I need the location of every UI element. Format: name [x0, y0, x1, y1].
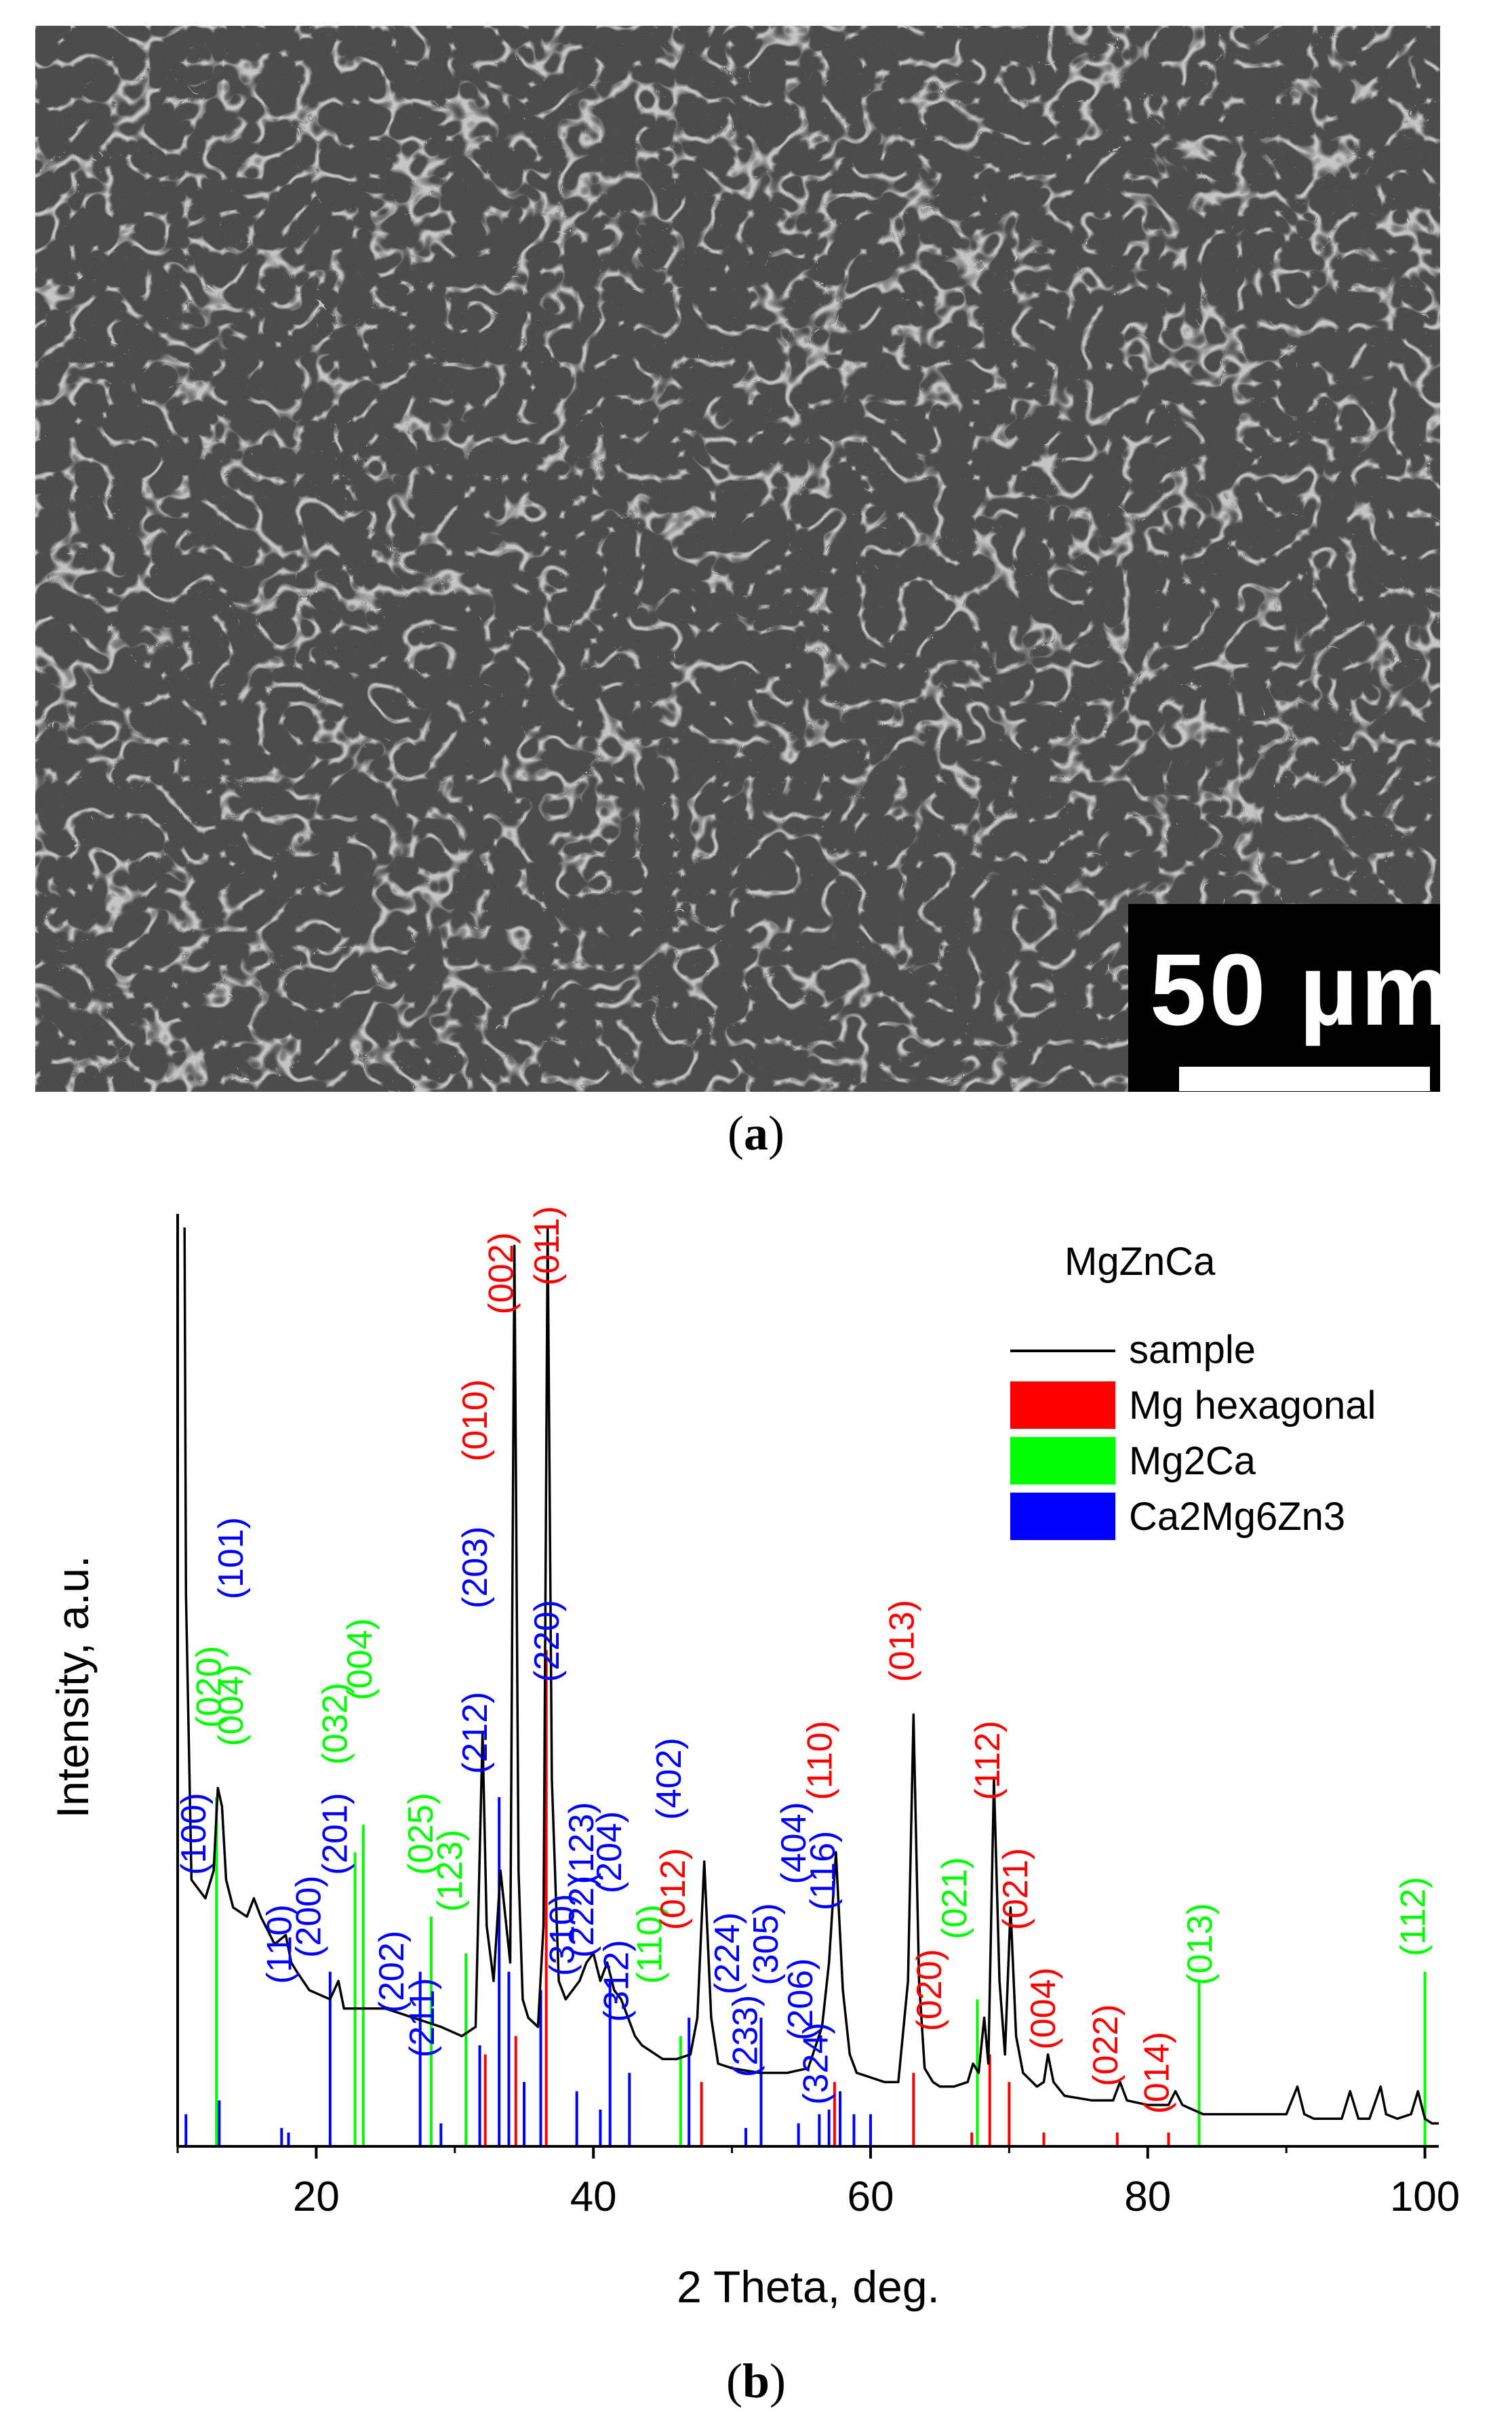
peak-label: (404): [774, 1802, 814, 1884]
scale-bar-line: [1179, 1067, 1430, 1091]
legend-entry-label: Mg2Ca: [1129, 1439, 1256, 1483]
peak-label: (201): [315, 1793, 355, 1875]
legend-swatch-block: [1010, 1437, 1115, 1484]
legend: MgZnCa sample Mg hexagonal Mg2Ca Ca2Mg6Zn3: [1010, 1240, 1376, 1540]
peak-label: (014): [1137, 2032, 1176, 2114]
legend-title: MgZnCa: [1065, 1240, 1216, 1284]
peak-label: (211): [403, 1978, 442, 2058]
peak-label: (025): [401, 1793, 441, 1875]
peak-label: (110): [630, 1904, 669, 1984]
x-tick-label: 20: [293, 2173, 340, 2220]
x-tick-label: 100: [1390, 2173, 1460, 2220]
peak-label: (020): [189, 1646, 228, 1728]
peak-label: (116): [803, 1831, 843, 1911]
sem-micrograph: 50 µm: [35, 26, 1440, 1092]
plot-area: 20 40 60 80 100 2 Theta, deg. Intensity, a.u. (…: [47, 1206, 1460, 2312]
legend-entry-label: sample: [1129, 1328, 1256, 1372]
peak-label: (310): [543, 1894, 582, 1976]
legend-swatch-block: [1010, 1493, 1115, 1540]
peak-label: (123): [562, 1802, 601, 1884]
xrd-chart: 20 40 60 80 100 2 Theta, deg. Intensity, a.u. (…: [47, 1206, 1460, 2312]
peak-label: (110): [801, 1720, 840, 1800]
caption-b: (b): [725, 2354, 786, 2408]
scale-bar-label: 50 µm: [1149, 932, 1440, 1046]
x-axis-label: 2 Theta, deg.: [677, 2262, 940, 2312]
peak-label: (004): [340, 1618, 380, 1700]
peak-label: (021): [996, 1848, 1035, 1930]
peak-label: (100): [174, 1793, 214, 1875]
peak-label: (305): [747, 1903, 786, 1985]
legend-swatch-block: [1010, 1381, 1115, 1429]
reference-lines-mg-hexagonal: [483, 1650, 1170, 2146]
peak-label: (013): [1180, 1903, 1220, 1985]
peak-label: (032): [315, 1682, 355, 1765]
peak-label: (021): [935, 1857, 974, 1939]
peak-label: (101): [212, 1517, 251, 1599]
peak-label: (324): [797, 2022, 836, 2104]
legend-entry-label: Ca2Mg6Zn3: [1129, 1495, 1345, 1539]
peak-label: (202): [372, 1931, 412, 2013]
peak-label: (112): [968, 1720, 1008, 1800]
scale-bar: 50 µm: [1128, 904, 1440, 1092]
legend-entry-label: Mg hexagonal: [1129, 1383, 1376, 1428]
x-tick-label: 80: [1124, 2173, 1171, 2220]
peak-label: (002): [482, 1232, 521, 1314]
peak-label: (004): [212, 1664, 251, 1746]
reference-lines-mg2ca: [215, 1797, 1427, 2146]
peak-label: (402): [650, 1737, 689, 1819]
peak-label: (224): [708, 1912, 747, 1994]
reference-lines-ca2mg6zn3: [184, 1797, 872, 2146]
peak-label: (022): [1086, 2004, 1126, 2086]
peak-label: (200): [290, 1876, 329, 1958]
peak-label: (012): [654, 1848, 693, 1930]
peak-label: (123): [431, 1830, 470, 1912]
peak-label: (010): [456, 1379, 495, 1461]
x-tick-label: 60: [847, 2173, 894, 2220]
peak-label: (220): [528, 1600, 567, 1682]
caption-a: (a): [728, 1106, 784, 1160]
peak-label: (013): [882, 1600, 921, 1682]
sample-curve: [183, 1226, 1439, 2125]
peak-label: (020): [910, 1949, 949, 2031]
caption-b-letter: b: [742, 2354, 770, 2408]
peak-label: (112): [1394, 1876, 1433, 1956]
peak-label: (312): [597, 1940, 636, 2022]
peak-label: (110): [260, 1904, 300, 1984]
peak-label: (004): [1024, 1967, 1063, 2049]
peak-label: (222): [562, 1876, 601, 1958]
peak-label: (203): [456, 1527, 495, 1609]
peak-label: (011): [528, 1206, 567, 1286]
y-axis-label: Intensity, a.u.: [47, 1556, 98, 1819]
peak-label: (204): [590, 1811, 629, 1893]
dendritic-microstructure-image: [35, 26, 1440, 1092]
caption-a-letter: a: [744, 1106, 768, 1160]
x-tick-label: 40: [570, 2173, 617, 2220]
peak-label: (233): [725, 1995, 765, 2077]
peak-label: (212): [456, 1692, 495, 1774]
peak-label: (206): [781, 1958, 820, 2040]
